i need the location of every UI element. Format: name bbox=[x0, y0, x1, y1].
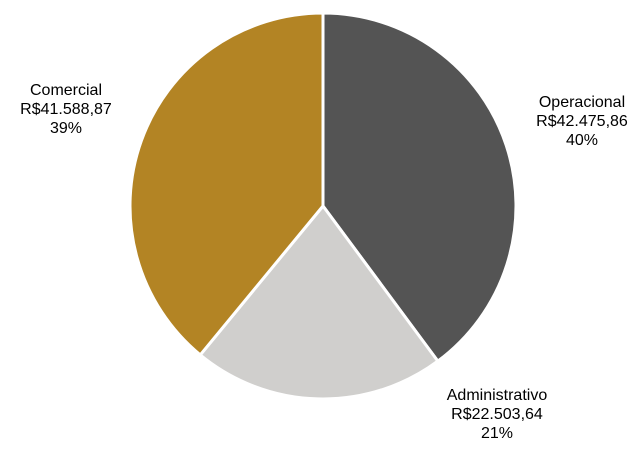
slice-label-name-administrativo: Administrativo bbox=[447, 387, 548, 404]
slice-label-percent-administrativo: 21% bbox=[481, 425, 513, 442]
slice-label-name-operacional: Operacional bbox=[539, 94, 625, 111]
slice-label-value-administrativo: R$22.503,64 bbox=[451, 406, 543, 423]
slice-label-percent-comercial: 39% bbox=[50, 120, 82, 137]
pie-slice-administrativo bbox=[198, 204, 440, 401]
slice-label-value-operacional: R$42.475,86 bbox=[536, 113, 628, 130]
pie-slice-comercial bbox=[128, 11, 325, 357]
pie-slices bbox=[128, 11, 518, 401]
slice-label-percent-operacional: 40% bbox=[566, 132, 598, 149]
slice-label-value-comercial: R$41.588,87 bbox=[20, 101, 112, 118]
pie-slice-operacional bbox=[321, 11, 518, 363]
slice-label-name-comercial: Comercial bbox=[30, 82, 102, 99]
pie-labels: Operacional R$42.475,86 40% Administrativo R… bbox=[20, 82, 628, 442]
